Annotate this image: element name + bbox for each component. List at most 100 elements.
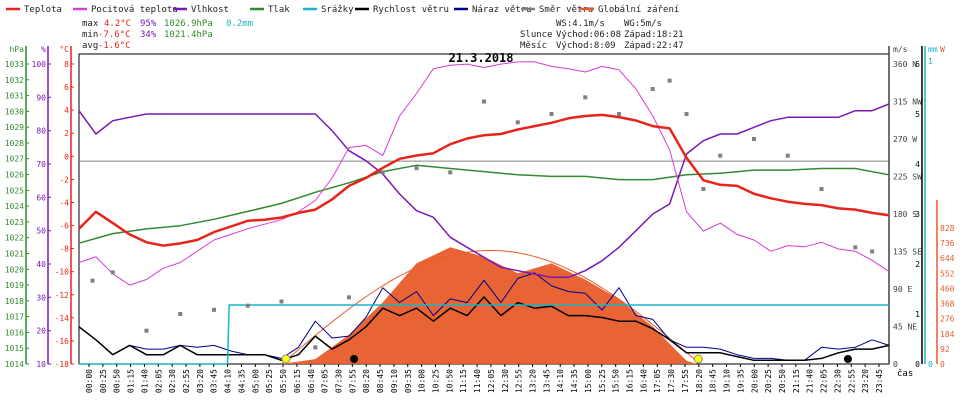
- pressure-tick: 1015: [5, 344, 24, 353]
- x-tick-label: 21:15: [792, 369, 801, 393]
- legend-label-1: Pocitová teplota: [91, 5, 178, 15]
- radiation-tick: 460: [940, 284, 955, 293]
- stats-avg-label: avg: [82, 41, 98, 51]
- rain-axis-label: mm: [928, 45, 938, 54]
- x-axis-label: čas: [897, 368, 913, 379]
- stats-max-press: 1026.9hPa: [164, 19, 213, 29]
- humidity-tick: 60: [36, 193, 46, 202]
- x-tick-label: 14:10: [556, 369, 565, 393]
- radiation-tick: 92: [940, 345, 950, 354]
- stats-min-press: 1021.4hPa: [164, 30, 213, 40]
- x-tick-label: 22:30: [833, 369, 842, 393]
- x-tick-label: 05:00: [251, 369, 260, 393]
- x-tick-label: 13:20: [529, 369, 538, 393]
- sunset-marker: [693, 354, 703, 364]
- temperature-tick: -16: [55, 337, 70, 346]
- x-tick-label: 04:10: [224, 369, 233, 393]
- wind-direction-point: [718, 153, 723, 158]
- series-pressure: [78, 164, 890, 244]
- x-tick-label: 08:45: [376, 369, 385, 393]
- x-tick-label: 07:30: [334, 369, 343, 393]
- x-tick-label: 00:25: [99, 369, 108, 393]
- x-tick-label: 19:35: [736, 369, 745, 393]
- wind-direction-point: [684, 112, 689, 116]
- wind-direction-point: [212, 307, 216, 312]
- temperature-tick: -14: [55, 314, 70, 323]
- humidity-tick: 30: [36, 293, 46, 302]
- x-tick-label: 19:10: [723, 369, 732, 393]
- x-tick-label: 15:25: [598, 369, 607, 393]
- wind-direction-point: [414, 166, 419, 171]
- x-tick-label: 07:55: [348, 369, 357, 393]
- legend-label-5: Rychlost větru: [373, 5, 449, 15]
- legend-label-8: Globální záření: [598, 5, 679, 15]
- x-tick-label: 12:55: [515, 369, 524, 393]
- x-tick-label: 17:55: [681, 369, 690, 393]
- x-tick-label: 15:00: [584, 369, 593, 393]
- humidity-tick: 50: [36, 227, 46, 236]
- direction-tick: 180 S: [893, 210, 917, 219]
- pressure-tick: 1032: [5, 76, 24, 85]
- wind-direction-point: [482, 99, 486, 104]
- stats-max-label: max: [82, 19, 99, 29]
- astro-panel: WS:4.1m/s WG:5m/s Slunce Východ:06:08 Zá…: [520, 19, 684, 51]
- humidity-tick: 80: [36, 127, 46, 136]
- pressure-axis-label: hPa: [10, 45, 25, 54]
- wind-direction-point: [448, 170, 453, 175]
- wind-direction-point: [667, 78, 672, 83]
- wind-direction-point: [701, 187, 706, 191]
- moon-label: Měsíc: [520, 41, 547, 51]
- stats-min-hum: 34%: [140, 30, 157, 40]
- series-wind-speed: [78, 296, 890, 362]
- direction-tick: 315 NW: [893, 98, 922, 107]
- humidity-tick: 70: [36, 160, 46, 169]
- direction-tick: 45 NE: [893, 323, 917, 332]
- pressure-tick: 1029: [5, 123, 24, 132]
- moonrise-value: Východ:8:09: [556, 41, 616, 51]
- legend-label-6: Náraz větru: [472, 5, 532, 15]
- stats-panel: max 4.2°C 95% 1026.9hPa 0.2mm min -7.6°C…: [82, 19, 253, 51]
- wind-speed-tick: 0: [915, 360, 920, 369]
- rain-tick: 1: [928, 57, 933, 66]
- pressure-tick: 1028: [5, 139, 24, 148]
- radiation-tick: 552: [940, 269, 955, 278]
- wind-direction-point: [752, 137, 756, 141]
- wind-speed-tick: 4: [915, 160, 920, 169]
- wind-speed-tick: 1: [915, 310, 920, 319]
- wind-direction-point: [515, 120, 520, 125]
- moonrise-marker: [350, 355, 359, 363]
- wind-direction-point: [90, 278, 95, 283]
- pressure-tick: 1016: [5, 328, 24, 337]
- x-tick-label: 14:35: [570, 369, 579, 393]
- temperature-tick: 8: [64, 60, 69, 69]
- series-humidity: [78, 103, 890, 279]
- stats-min-temp: -7.6°C: [98, 30, 131, 40]
- x-tick-label: 23:20: [861, 369, 870, 393]
- sunrise-value: Východ:06:08: [556, 30, 621, 40]
- wind-direction-point: [144, 328, 149, 333]
- x-tick-label: 20:50: [778, 369, 787, 393]
- x-tick-label: 20:00: [750, 369, 759, 393]
- direction-tick: 225 SW: [893, 173, 922, 182]
- radiation-tick: 368: [940, 300, 955, 309]
- wind-direction-point: [110, 270, 115, 275]
- temperature-tick: -12: [55, 291, 70, 300]
- x-tick-label: 01:15: [127, 369, 136, 393]
- x-tick-label: 01:40: [140, 369, 149, 393]
- wind-direction-point: [347, 295, 351, 300]
- wind-direction-point: [617, 112, 621, 116]
- x-tick-label: 11:40: [473, 369, 482, 393]
- wind-direction-point: [549, 112, 554, 116]
- x-tick-label: 10:50: [445, 369, 454, 393]
- legend-label-7: Směr větru: [539, 5, 593, 15]
- axes: hPa1033103210311030102910281027102610251…: [5, 45, 955, 369]
- sunset-value: Západ:18:21: [624, 30, 684, 40]
- sunrise-marker: [281, 354, 291, 364]
- temperature-tick: -2: [59, 175, 69, 184]
- x-tick-label: 02:30: [168, 369, 177, 393]
- radiation-tick: 184: [940, 330, 955, 339]
- temperature-tick: 2: [64, 129, 69, 138]
- wind-direction-point: [313, 345, 318, 350]
- sun-label: Slunce: [520, 30, 553, 40]
